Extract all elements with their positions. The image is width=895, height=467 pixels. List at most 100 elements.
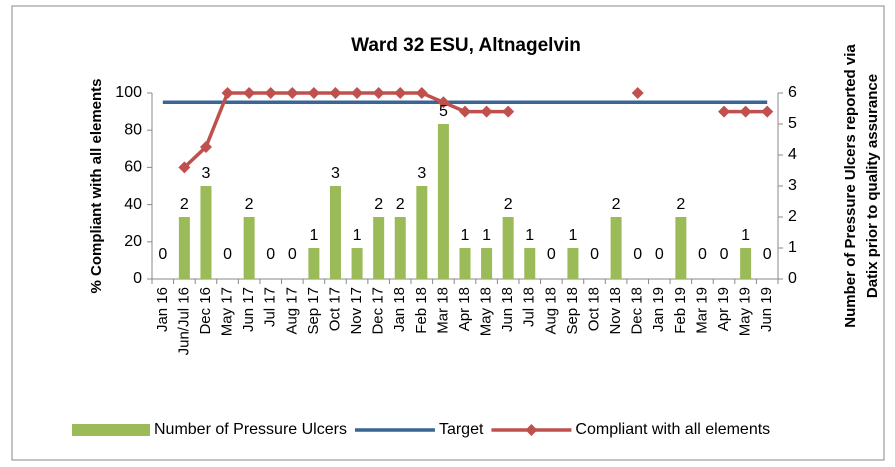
x-tick-label: May 17 xyxy=(219,287,236,336)
marker xyxy=(286,87,299,99)
y2-tick-label: 6 xyxy=(788,84,797,101)
x-tick-label: Apr 18 xyxy=(456,287,473,331)
x-tick-label: Jan 16 xyxy=(154,287,171,332)
bar xyxy=(459,248,471,279)
marker xyxy=(351,87,364,99)
data-label: 0 xyxy=(763,246,772,263)
data-label: 2 xyxy=(245,196,254,213)
x-tick-label: Nov 17 xyxy=(348,287,365,335)
data-label: 0 xyxy=(223,246,232,263)
legend-swatch xyxy=(72,424,150,436)
data-label: 2 xyxy=(374,196,383,213)
data-label: 2 xyxy=(180,196,189,213)
marker xyxy=(178,161,191,174)
data-label: 0 xyxy=(590,246,599,263)
x-tick-label: Oct 18 xyxy=(585,287,602,331)
bar xyxy=(329,186,341,279)
x-tick-label: Feb 19 xyxy=(672,287,689,334)
bar xyxy=(437,124,449,279)
data-label: 0 xyxy=(633,246,642,263)
y2-tick-label: 3 xyxy=(788,177,797,194)
bar xyxy=(416,186,428,279)
x-tick-label: Aug 18 xyxy=(542,287,559,335)
y-tick-label: 40 xyxy=(124,196,142,213)
marker xyxy=(221,87,234,99)
data-label: 2 xyxy=(504,196,513,213)
marker xyxy=(394,87,407,99)
x-tick-label: Jun 17 xyxy=(240,287,257,332)
data-label: 1 xyxy=(568,227,577,244)
y2-tick-label: 2 xyxy=(788,208,797,225)
bar xyxy=(502,217,514,279)
x-tick-label: Jul 17 xyxy=(262,287,279,327)
x-tick-label: Oct 17 xyxy=(326,287,343,331)
x-tick-label: Jun/Jul 16 xyxy=(175,287,192,355)
legend-label: Target xyxy=(439,421,484,438)
legend-marker xyxy=(525,424,538,436)
bar xyxy=(524,248,536,279)
chart-title: Ward 32 ESU, Altnagelvin xyxy=(351,35,581,56)
marker xyxy=(199,140,212,153)
x-tick-label: Mar 18 xyxy=(434,287,451,334)
y2-tick-label: 1 xyxy=(788,239,797,256)
x-tick-label: Jan 18 xyxy=(391,287,408,332)
x-tick-label: Dec 18 xyxy=(629,287,646,335)
bar xyxy=(567,248,579,279)
bar xyxy=(308,248,320,279)
data-label: 0 xyxy=(655,246,664,263)
y2-axis-title: Datix prior to quality assurance xyxy=(864,74,881,298)
marker xyxy=(372,87,385,99)
bar xyxy=(200,186,212,279)
marker xyxy=(480,105,493,118)
x-tick-label: Nov 18 xyxy=(607,287,624,335)
data-label: 1 xyxy=(525,227,534,244)
line xyxy=(183,91,509,169)
x-tick-label: Jul 18 xyxy=(521,287,538,327)
legend-label: Number of Pressure Ulcers xyxy=(154,421,347,438)
y-tick-label: 20 xyxy=(124,233,142,250)
x-tick-label: Feb 18 xyxy=(413,287,430,334)
y2-axis-title: Number of Pressure Ulcers reported via xyxy=(842,44,859,328)
data-label: 1 xyxy=(353,227,362,244)
marker xyxy=(329,87,342,99)
marker xyxy=(502,105,515,118)
y2-tick-label: 5 xyxy=(788,115,797,132)
bar xyxy=(675,217,687,279)
data-label: 1 xyxy=(461,227,470,244)
x-tick-label: Sep 18 xyxy=(564,287,581,335)
marker xyxy=(718,105,731,118)
data-label: 0 xyxy=(288,246,297,263)
bar xyxy=(481,248,493,279)
data-label: 2 xyxy=(396,196,405,213)
bar xyxy=(373,217,385,279)
y-axis-title: % Compliant with all elements xyxy=(88,78,105,293)
y-tick-label: 100 xyxy=(115,84,142,101)
x-tick-label: Mar 19 xyxy=(693,287,710,334)
y-tick-label: 60 xyxy=(124,159,142,176)
data-label: 3 xyxy=(202,165,211,182)
data-label: 0 xyxy=(720,246,729,263)
bar xyxy=(740,248,752,279)
data-label: 5 xyxy=(439,103,448,120)
data-label: 1 xyxy=(309,227,318,244)
x-tick-label: Jun 19 xyxy=(758,287,775,332)
data-label: 0 xyxy=(698,246,707,263)
x-tick-label: Dec 16 xyxy=(197,287,214,335)
data-label: 0 xyxy=(266,246,275,263)
bar xyxy=(610,217,622,279)
marker xyxy=(739,105,752,118)
marker xyxy=(761,105,774,118)
x-tick-label: Dec 17 xyxy=(370,287,387,335)
x-tick-label: Sep 17 xyxy=(305,287,322,335)
x-tick-label: Jan 19 xyxy=(650,287,667,332)
marker xyxy=(631,87,644,99)
x-tick-label: Apr 19 xyxy=(715,287,732,331)
marker xyxy=(459,105,471,118)
x-tick-label: May 19 xyxy=(737,287,754,336)
data-label: 3 xyxy=(331,165,340,182)
data-label: 2 xyxy=(676,196,685,213)
bar xyxy=(394,217,406,279)
data-label: 2 xyxy=(612,196,621,213)
y-tick-label: 0 xyxy=(133,270,142,287)
legend-label: Compliant with all elements xyxy=(575,421,770,438)
